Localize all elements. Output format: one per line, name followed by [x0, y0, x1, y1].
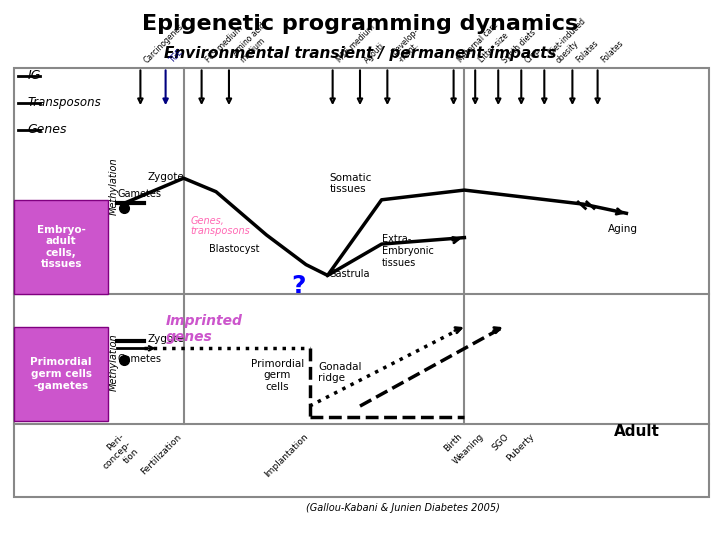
Text: IG: IG [27, 69, 41, 82]
Text: Folates: Folates [575, 39, 600, 65]
Text: Carcinogenes: Carcinogenes [143, 22, 186, 65]
FancyBboxPatch shape [14, 327, 108, 421]
Text: Environmental transient / permanent impacts: Environmental transient / permanent impa… [163, 46, 557, 61]
Text: Adult: Adult [614, 424, 660, 440]
Text: Implantation: Implantation [263, 432, 310, 479]
Text: Extra-
Embryonic
tissues: Extra- Embryonic tissues [382, 234, 433, 268]
Text: Methylation: Methylation [109, 333, 119, 390]
Text: ?: ? [292, 274, 306, 298]
Text: Peri-
concep-
tion: Peri- concep- tion [94, 432, 140, 478]
Text: Embryo-
adult
cells,
tissues: Embryo- adult cells, tissues [37, 225, 86, 269]
Text: Gonadal
ridge: Gonadal ridge [318, 362, 361, 383]
Text: Crop: Crop [523, 46, 542, 65]
Text: Diet-induced
obesity: Diet-induced obesity [546, 16, 595, 65]
Text: TGE: TGE [168, 48, 185, 65]
Text: Birth: Birth [443, 432, 464, 454]
Text: Maternal care: Maternal care [456, 21, 500, 65]
Text: Weaning: Weaning [451, 432, 486, 466]
Text: Gametes: Gametes [117, 354, 161, 364]
Text: (Gallou-Kabani & Junien Diabetes 2005): (Gallou-Kabani & Junien Diabetes 2005) [306, 503, 500, 512]
Text: SGO: SGO [491, 432, 511, 453]
Text: Zygote: Zygote [148, 334, 184, 343]
Text: Somatic
tissues: Somatic tissues [330, 173, 372, 194]
Text: FCS medium: FCS medium [204, 24, 244, 65]
Text: Amino acid
medium: Amino acid medium [231, 21, 275, 65]
Text: Genes: Genes [27, 123, 67, 136]
FancyBboxPatch shape [14, 200, 108, 294]
Text: Blastocyst: Blastocyst [209, 245, 259, 254]
Text: Litter size: Litter size [477, 31, 510, 65]
Text: Develop-
-ment.: Develop- -ment. [390, 27, 428, 65]
Text: Primordial
germ cells
-gametes: Primordial germ cells -gametes [30, 357, 92, 390]
Text: Primordial
germ
cells: Primordial germ cells [251, 359, 304, 392]
Text: Synth diets: Synth diets [500, 28, 537, 65]
Text: Fertilization: Fertilization [140, 432, 184, 476]
Text: M16 medium: M16 medium [335, 23, 377, 65]
Text: Genes,: Genes, [191, 217, 225, 226]
Text: Epigenetic programming dynamics: Epigenetic programming dynamics [142, 14, 578, 33]
Text: Transposons: Transposons [27, 96, 101, 109]
Text: Imprinted
genes: Imprinted genes [166, 314, 243, 345]
Text: Puberty: Puberty [505, 432, 536, 463]
Text: Folates: Folates [600, 39, 626, 65]
Text: Aging: Aging [608, 225, 639, 234]
Text: transposons: transposons [191, 226, 251, 236]
Text: Gastrula: Gastrula [328, 269, 370, 279]
Text: Methylation: Methylation [109, 158, 119, 215]
Text: Zygote: Zygote [148, 172, 184, 182]
Text: Gametes: Gametes [117, 188, 161, 199]
Text: Agouti: Agouti [362, 40, 386, 65]
